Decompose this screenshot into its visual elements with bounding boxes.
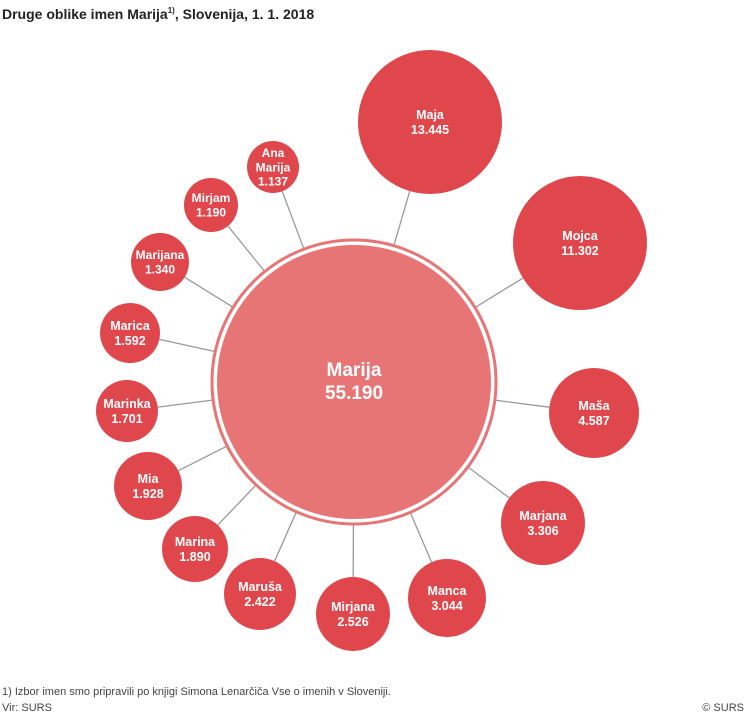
- bubble-name-mirjam: Mirjam: [192, 191, 231, 205]
- bubble-circle-mirjana: [316, 577, 390, 651]
- connector-mojca: [475, 277, 524, 308]
- bubble-circle-marica: [100, 303, 160, 363]
- bubble-circle-masa: [549, 368, 639, 458]
- center-bubble: [217, 245, 491, 519]
- bubble-value-mojca: 11.302: [561, 244, 599, 258]
- bubble-value-mirjana: 2.526: [337, 615, 368, 629]
- bubble-name-mirjana: Mirjana: [331, 600, 376, 614]
- bubble-value-marjana: 3.306: [527, 524, 558, 538]
- bubble-circle-maja: [358, 50, 502, 194]
- connector-marinka: [157, 399, 213, 408]
- chart-title: Druge oblike imen Marija1), Slovenija, 1…: [2, 6, 314, 22]
- bubble-circle-marinka: [96, 380, 158, 442]
- bubble-name-marijana: Marijana: [136, 248, 185, 262]
- bubble-circle-marusa: [224, 558, 296, 630]
- connector-ana-marija: [281, 191, 305, 249]
- bubble-value-maja: 13.445: [411, 123, 449, 137]
- bubble-circle-marjana: [501, 481, 585, 565]
- connector-marijana: [184, 276, 233, 308]
- bubble-value-marinka: 1.701: [111, 412, 142, 426]
- bubble-circle-ana-marija: [247, 141, 299, 193]
- center-bubble-name: Marija: [327, 360, 382, 381]
- name-bubbles: Maja13.445Mojca11.302Maša4.587Marjana3.3…: [96, 50, 647, 651]
- bubble-circle-marina: [162, 516, 228, 582]
- bubble-name-marinka: Marinka: [103, 397, 151, 411]
- copyright: © SURS: [702, 702, 744, 714]
- connector-mirjam: [227, 225, 265, 272]
- connector-marica: [159, 338, 215, 353]
- bubble-name-masa: Maša: [578, 399, 610, 413]
- footnote: 1) Izbor imen smo pripravili po knjigi S…: [2, 686, 391, 698]
- bubble-circle-manca: [408, 559, 486, 637]
- bubble-circle-mirjam: [184, 178, 238, 232]
- connector-marjana: [468, 466, 510, 499]
- connectors: [157, 190, 550, 578]
- bubble-name-marica: Marica: [110, 319, 151, 333]
- connector-maja: [393, 190, 411, 245]
- bubble-circle-mia: [114, 452, 182, 520]
- bubble-name-mia: Mia: [138, 472, 160, 486]
- connector-manca: [410, 513, 433, 563]
- connector-marina: [217, 485, 256, 526]
- center-bubble-ring: [210, 238, 498, 526]
- bubble-value-marina: 1.890: [179, 550, 210, 564]
- bubble-name-manca: Manca: [428, 584, 468, 598]
- bubble-value-manca: 3.044: [431, 599, 462, 613]
- bubble-name-ana-marija-line-1: Ana: [262, 146, 285, 160]
- bubble-name-maja: Maja: [416, 108, 445, 122]
- source-note: Vir: SURS: [2, 702, 52, 714]
- bubble-value-marijana: 1.340: [145, 262, 175, 276]
- bubble-value-mirjam: 1.190: [196, 205, 226, 219]
- chart-title-text: Druge oblike imen Marija: [2, 6, 168, 22]
- chart-title-footnote-marker: 1): [167, 6, 175, 15]
- bubble-name-marusa: Maruša: [238, 580, 283, 594]
- connector-marusa: [274, 512, 297, 562]
- connector-mia: [178, 445, 227, 472]
- center-bubble-group: Marija 55.190: [210, 238, 498, 526]
- center-bubble-value: 55.190: [325, 383, 383, 404]
- bubble-value-mia: 1.928: [132, 487, 163, 501]
- bubble-value-masa: 4.587: [578, 414, 609, 428]
- bubble-circle-mojca: [513, 176, 647, 310]
- bubble-name-mojca: Mojca: [562, 229, 598, 243]
- bubble-name-marina: Marina: [175, 535, 216, 549]
- bubble-name-marjana: Marjana: [519, 509, 567, 523]
- bubble-value-marusa: 2.422: [244, 595, 275, 609]
- bubble-name-ana-marija-line-2: Marija: [256, 160, 291, 174]
- bubble-value-marica: 1.592: [114, 334, 145, 348]
- bubble-value-ana-marija: 1.137: [258, 175, 288, 189]
- bubble-circle-marijana: [131, 233, 189, 291]
- connector-masa: [495, 399, 550, 408]
- chart-title-suffix: , Slovenija, 1. 1. 2018: [174, 6, 315, 22]
